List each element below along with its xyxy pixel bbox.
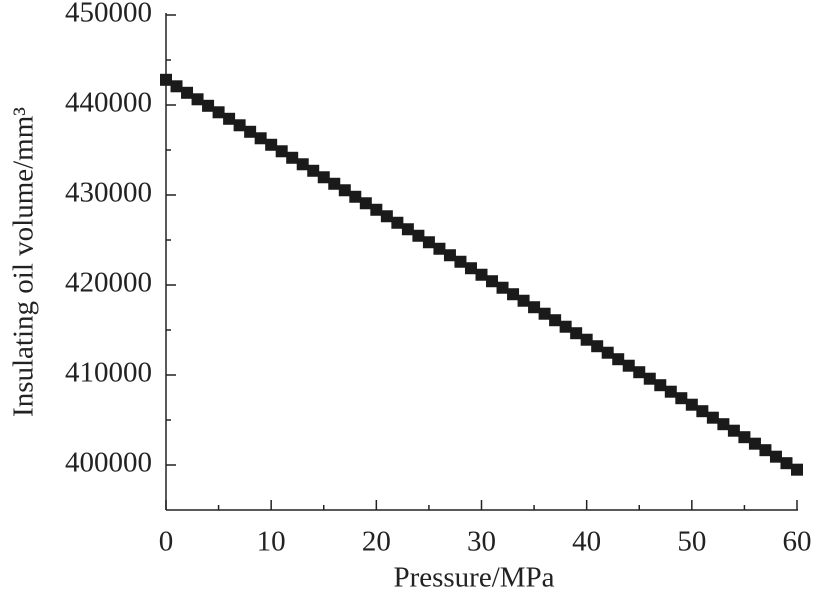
y-tick-label: 450000 <box>65 0 152 29</box>
marker <box>528 301 541 314</box>
y-tick-label: 410000 <box>65 357 152 389</box>
marker <box>338 184 351 197</box>
marker <box>696 405 709 418</box>
marker <box>265 138 278 151</box>
marker <box>717 418 730 431</box>
marker <box>601 346 614 359</box>
y-tick-label: 400000 <box>65 447 152 479</box>
marker <box>422 236 435 249</box>
marker <box>517 294 530 307</box>
marker <box>759 444 772 457</box>
x-tick-label: 0 <box>159 526 174 558</box>
marker <box>370 203 383 216</box>
marker <box>475 268 488 281</box>
marker <box>160 73 172 86</box>
marker <box>349 190 362 203</box>
marker <box>748 437 761 450</box>
marker <box>412 229 425 242</box>
marker <box>244 125 257 138</box>
marker <box>675 392 688 405</box>
marker <box>401 223 414 236</box>
marker <box>791 463 803 476</box>
marker <box>549 314 562 327</box>
marker <box>570 327 583 340</box>
marker <box>496 281 509 294</box>
marker <box>738 431 751 444</box>
marker <box>181 86 194 99</box>
marker <box>170 80 183 93</box>
marker <box>317 171 330 184</box>
x-tick-label: 50 <box>677 526 706 558</box>
marker <box>307 164 320 177</box>
x-tick-label: 60 <box>783 526 812 558</box>
x-tick-label: 20 <box>362 526 391 558</box>
marker <box>654 379 667 392</box>
marker <box>191 93 204 106</box>
marker <box>359 197 372 210</box>
marker <box>580 333 593 346</box>
y-tick-label: 420000 <box>65 267 152 299</box>
marker <box>685 398 698 411</box>
marker <box>233 119 246 132</box>
y-tick-label: 440000 <box>65 87 152 119</box>
marker <box>507 288 520 301</box>
marker <box>664 385 677 398</box>
marker <box>559 320 572 333</box>
marker <box>769 450 782 463</box>
marker <box>454 255 467 268</box>
y-axis-label: Insulating oil volume/mm³ <box>8 107 40 417</box>
marker <box>464 262 477 275</box>
marker <box>202 99 215 112</box>
marker <box>538 307 551 320</box>
marker <box>612 353 625 366</box>
marker <box>433 242 446 255</box>
marker <box>391 216 404 229</box>
marker <box>296 158 309 171</box>
marker <box>275 145 288 158</box>
marker <box>486 275 499 288</box>
x-tick-label: 10 <box>257 526 286 558</box>
x-axis-label: Pressure/MPa <box>393 562 554 594</box>
marker <box>622 359 635 372</box>
marker <box>328 177 341 190</box>
y-tick-label: 430000 <box>65 177 152 209</box>
marker <box>633 366 646 379</box>
marker <box>380 210 393 223</box>
marker <box>643 372 656 385</box>
marker <box>443 249 456 262</box>
x-tick-label: 30 <box>467 526 496 558</box>
marker <box>223 112 236 125</box>
marker <box>286 151 299 164</box>
x-tick-label: 40 <box>572 526 601 558</box>
marker <box>780 457 793 470</box>
marker <box>706 411 719 424</box>
marker <box>591 340 604 353</box>
marker <box>212 106 225 119</box>
marker <box>254 132 267 145</box>
marker <box>727 424 740 437</box>
